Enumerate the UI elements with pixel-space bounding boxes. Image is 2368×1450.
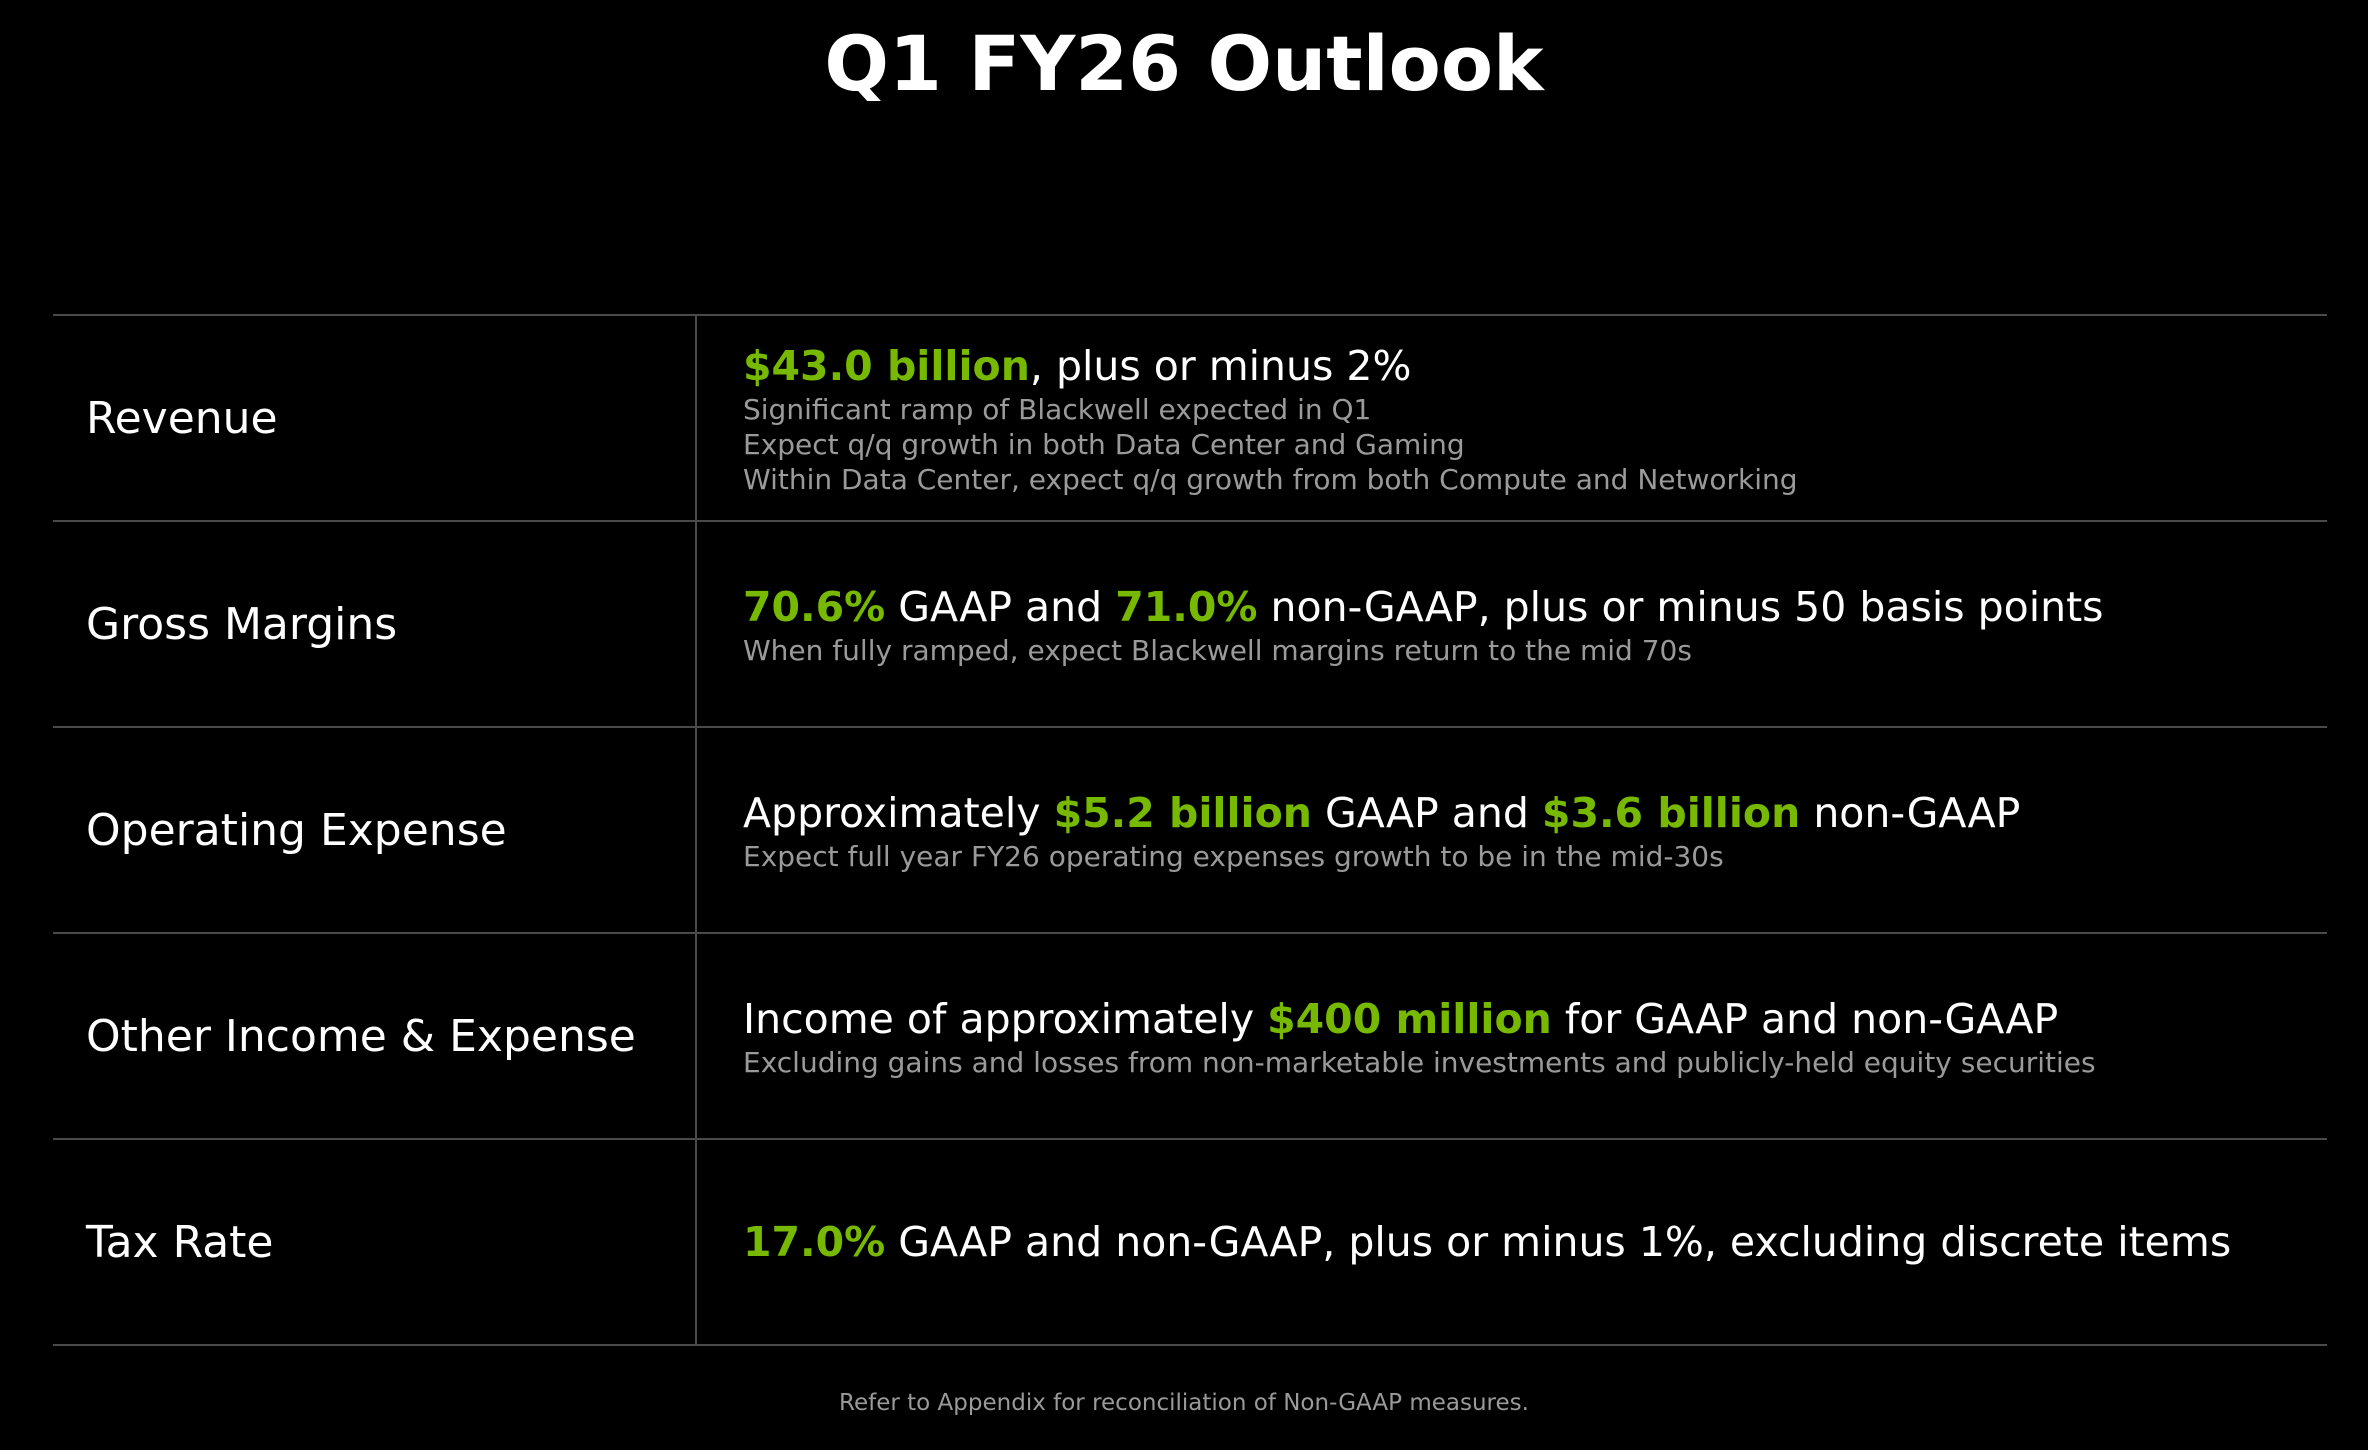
highlight-value: 70.6% xyxy=(743,582,886,631)
headline-text: non-GAAP xyxy=(1800,788,2021,837)
headline: Income of approximately $400 million for… xyxy=(743,993,2303,1045)
row-label: Other Income & Expense xyxy=(86,1010,636,1062)
headline: $43.0 billion, plus or minus 2% xyxy=(743,340,2303,392)
headline-text: GAAP and xyxy=(1311,788,1542,837)
headline-text: , plus or minus 2% xyxy=(1029,341,1412,390)
highlight-value: $43.0 billion xyxy=(743,341,1030,390)
note-line: When fully ramped, expect Blackwell marg… xyxy=(743,633,1692,667)
column-divider xyxy=(695,934,697,1138)
row-content: 70.6% GAAP and 71.0% non-GAAP, plus or m… xyxy=(743,522,2303,726)
row-label: Revenue xyxy=(86,392,278,444)
note-line: Expect q/q growth in both Data Center an… xyxy=(743,427,1465,461)
footnote: Refer to Appendix for reconciliation of … xyxy=(839,1390,1529,1416)
column-divider xyxy=(695,728,697,932)
highlight-value: $5.2 billion xyxy=(1053,788,1312,837)
row-other-income-expense: Other Income & Expense Income of approxi… xyxy=(53,934,2327,1140)
row-label: Operating Expense xyxy=(86,804,507,856)
note-line: Significant ramp of Blackwell expected i… xyxy=(743,392,1372,426)
row-tax-rate: Tax Rate 17.0% GAAP and non-GAAP, plus o… xyxy=(53,1140,2327,1346)
note-line: Within Data Center, expect q/q growth fr… xyxy=(743,462,1798,496)
row-content: Income of approximately $400 million for… xyxy=(743,934,2303,1138)
row-label: Tax Rate xyxy=(86,1216,274,1268)
page-title: Q1 FY26 Outlook xyxy=(824,19,1544,108)
row-operating-expense: Operating Expense Approximately $5.2 bil… xyxy=(53,728,2327,934)
outlook-table: Revenue $43.0 billion, plus or minus 2% … xyxy=(53,314,2327,1346)
headline: 70.6% GAAP and 71.0% non-GAAP, plus or m… xyxy=(743,581,2303,633)
headline: Approximately $5.2 billion GAAP and $3.6… xyxy=(743,787,2303,839)
headline-text: GAAP and xyxy=(885,582,1116,631)
highlight-value: $3.6 billion xyxy=(1541,788,1801,837)
row-content: 17.0% GAAP and non-GAAP, plus or minus 1… xyxy=(743,1140,2303,1344)
headline-text: GAAP and non-GAAP, plus or minus 1%, exc… xyxy=(885,1218,2232,1266)
row-content: Approximately $5.2 billion GAAP and $3.6… xyxy=(743,728,2303,932)
headline-text: for GAAP and non-GAAP xyxy=(1551,994,2059,1043)
headline-text: Approximately xyxy=(743,788,1054,837)
highlight-value: 71.0% xyxy=(1115,582,1258,631)
highlight-value: $400 million xyxy=(1267,994,1552,1043)
column-divider xyxy=(695,316,697,520)
note-line: Excluding gains and losses from non-mark… xyxy=(743,1045,2096,1079)
headline: 17.0% GAAP and non-GAAP, plus or minus 1… xyxy=(743,1216,2303,1268)
headline-text: Income of approximately xyxy=(743,994,1268,1043)
headline-text: non-GAAP, plus or minus 50 basis points xyxy=(1257,582,2104,631)
row-revenue: Revenue $43.0 billion, plus or minus 2% … xyxy=(53,316,2327,522)
highlight-value: 17.0% xyxy=(743,1218,886,1266)
column-divider xyxy=(695,1140,697,1344)
row-label: Gross Margins xyxy=(86,598,398,650)
row-content: $43.0 billion, plus or minus 2% Signific… xyxy=(743,316,2303,520)
row-gross-margins: Gross Margins 70.6% GAAP and 71.0% non-G… xyxy=(53,522,2327,728)
column-divider xyxy=(695,522,697,726)
note-line: Expect full year FY26 operating expenses… xyxy=(743,839,1724,873)
